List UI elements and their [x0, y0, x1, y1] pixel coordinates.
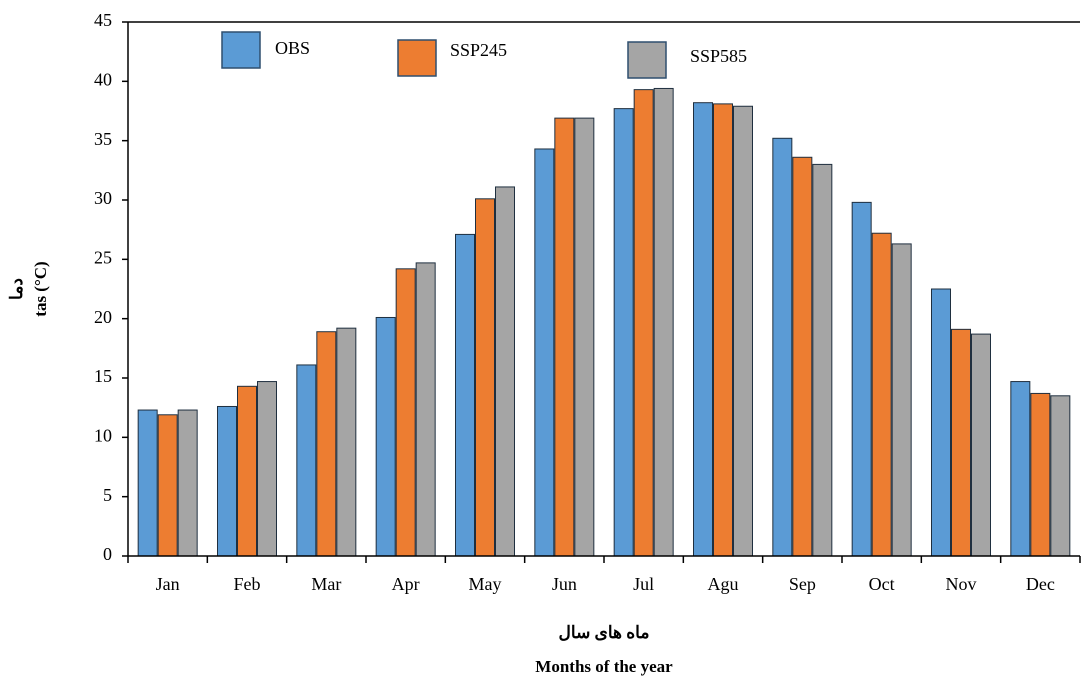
bar [475, 198, 495, 557]
legend-label: SSP585 [690, 46, 747, 66]
bar [217, 405, 237, 557]
bar [713, 103, 733, 557]
x-tick-label: Nov [946, 574, 977, 594]
y-tick-label: 25 [94, 247, 112, 267]
legend-swatch [221, 31, 261, 69]
y-tick-label: 5 [103, 485, 112, 505]
y-tick-label: 40 [94, 69, 112, 89]
bar [375, 316, 396, 557]
y-tick-label: 45 [94, 10, 112, 30]
bar [137, 409, 158, 557]
bar [653, 87, 674, 557]
x-tick-label: Mar [311, 574, 341, 594]
x-tick-label: Jul [633, 574, 654, 594]
y-tick-label: 15 [94, 366, 112, 386]
bar [495, 186, 515, 557]
y-axis-title-fa: دما [7, 278, 26, 300]
bar [971, 333, 991, 557]
bar [296, 364, 317, 557]
bar [633, 89, 654, 557]
x-tick-label: Jun [552, 574, 577, 594]
legend-label: OBS [275, 38, 310, 58]
bar [891, 243, 912, 557]
bar [415, 262, 436, 557]
bar [733, 105, 753, 557]
y-tick-label: 35 [94, 129, 112, 149]
bar [792, 156, 813, 557]
bar [395, 268, 416, 557]
x-tick-label: Oct [869, 574, 895, 594]
bar [336, 327, 357, 557]
x-tick-label: Sep [789, 574, 816, 594]
bar [1030, 392, 1051, 557]
bar [574, 117, 595, 557]
bar [1010, 381, 1031, 557]
bar [257, 381, 277, 557]
x-axis-title: Months of the year [535, 657, 673, 676]
bar [455, 233, 475, 557]
bar [177, 409, 198, 557]
bar [951, 328, 971, 557]
x-tick-label: Jan [156, 574, 180, 594]
bar [931, 288, 951, 557]
bar [1050, 395, 1071, 557]
bar [772, 137, 793, 557]
legend-label: SSP245 [450, 40, 507, 60]
bar [157, 414, 178, 557]
legend-swatch [397, 39, 437, 77]
bar [534, 148, 555, 557]
x-tick-label: Apr [392, 574, 420, 594]
x-tick-label: May [469, 574, 502, 594]
y-tick-label: 20 [94, 307, 112, 327]
bar [613, 108, 634, 557]
y-tick-label: 10 [94, 425, 112, 445]
bar [851, 201, 872, 557]
y-tick-label: 30 [94, 188, 112, 208]
bar [812, 163, 833, 557]
bar [554, 117, 575, 557]
y-tick-label: 0 [103, 544, 112, 564]
y-axis-title: tas (°C) [31, 261, 50, 316]
bar [237, 385, 257, 557]
bar [693, 102, 713, 557]
legend-swatch [627, 41, 667, 79]
bar [316, 331, 337, 557]
bar [871, 232, 892, 557]
x-tick-label: Dec [1026, 574, 1055, 594]
x-axis-title-fa: ماه های سال [559, 623, 650, 642]
x-tick-label: Feb [234, 574, 261, 594]
x-tick-label: Agu [708, 574, 739, 594]
